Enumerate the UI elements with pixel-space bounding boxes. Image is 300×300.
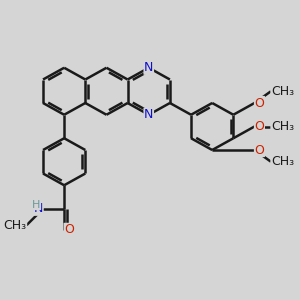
Text: CH₃: CH₃ <box>271 155 294 168</box>
Text: CH₃: CH₃ <box>4 219 27 232</box>
Text: O: O <box>254 120 264 133</box>
Text: H: H <box>32 200 40 209</box>
Text: O: O <box>64 224 74 236</box>
Text: O: O <box>254 143 264 157</box>
Text: O: O <box>254 97 264 110</box>
Text: N: N <box>144 61 154 74</box>
Text: CH₃: CH₃ <box>271 120 294 133</box>
Text: CH₃: CH₃ <box>271 85 294 98</box>
Text: N: N <box>34 202 43 215</box>
Text: N: N <box>144 108 154 121</box>
